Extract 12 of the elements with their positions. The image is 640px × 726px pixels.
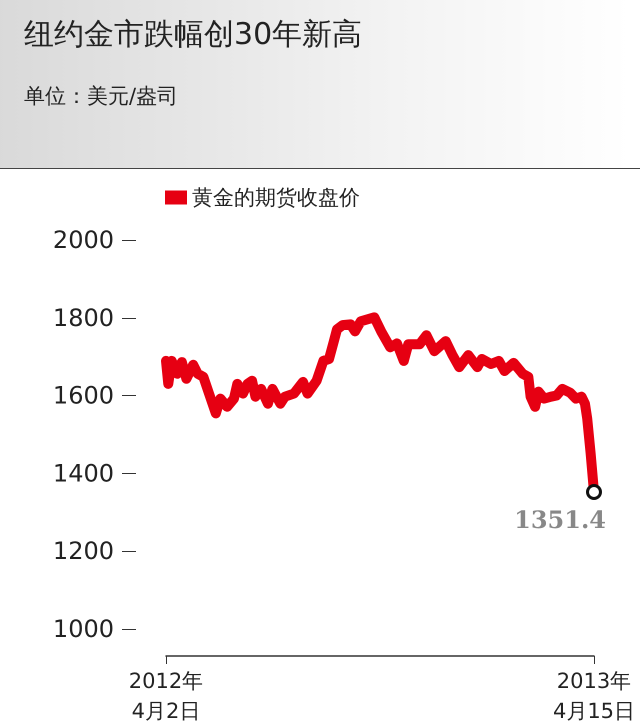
x-tick-label: 2013年 4月15日 <box>552 669 636 723</box>
x-tick-label: 2012年 4月2日 <box>128 669 204 723</box>
chart-subtitle: 单位：美元/盎司 <box>24 83 178 110</box>
y-tick-label: 1400 <box>52 459 114 488</box>
data-label: 1351.4 <box>514 505 606 534</box>
y-tick-label: 1000 <box>52 614 114 643</box>
y-tick-label: 1600 <box>52 382 114 410</box>
y-tick-label: 1200 <box>52 537 114 566</box>
y-tick-label: 1800 <box>52 304 114 332</box>
y-tick-label: 2000 <box>52 226 114 254</box>
chart-title: 纽约金市跌幅创30年新高 <box>24 16 362 54</box>
legend-label: 黄金的期货收盘价 <box>192 186 360 210</box>
